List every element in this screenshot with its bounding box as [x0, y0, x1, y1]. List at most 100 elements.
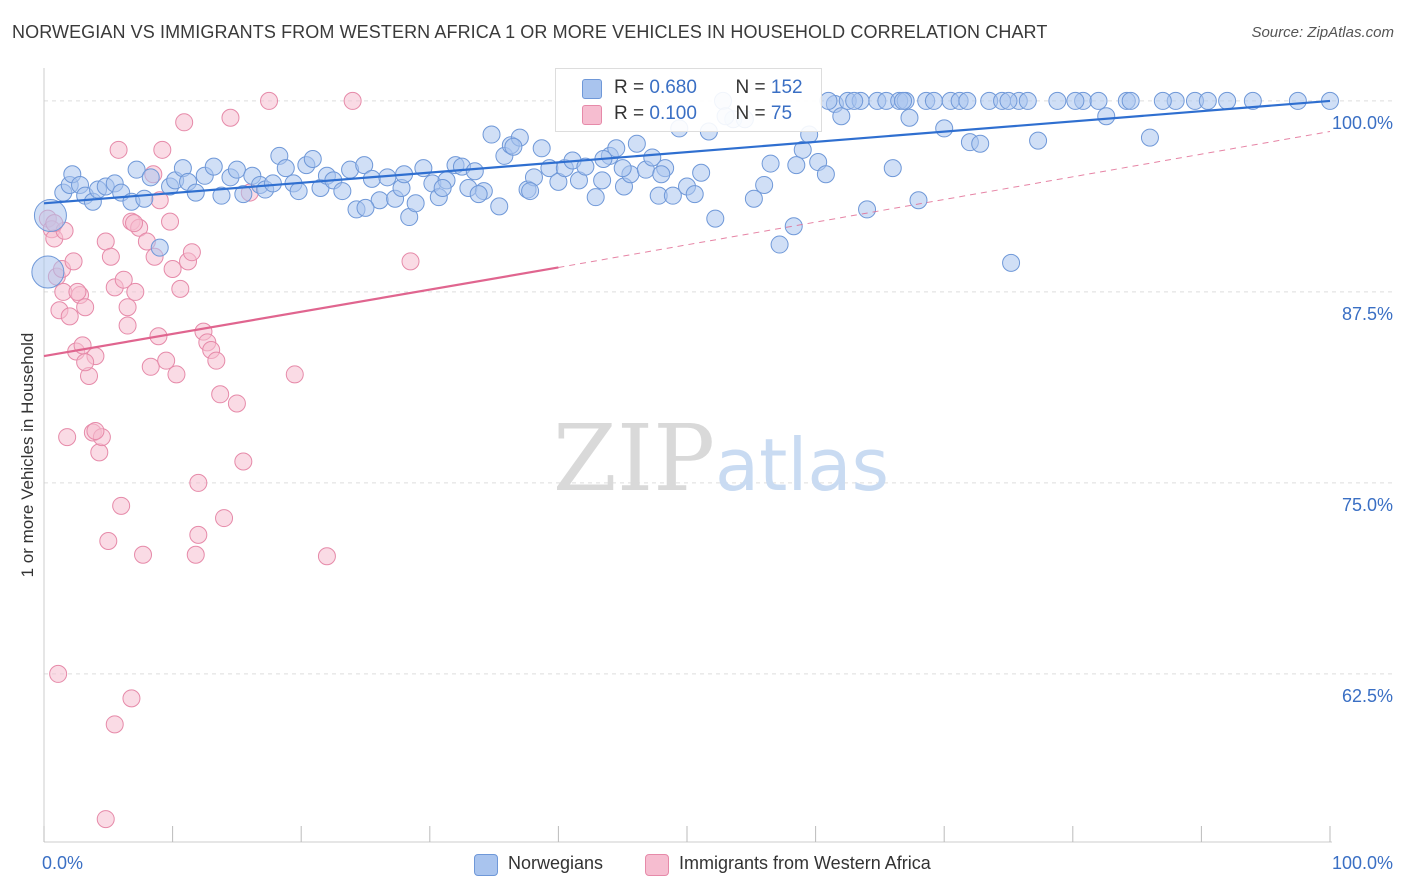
- data-point-immigrants: [260, 91, 279, 110]
- data-point-norwegians: [971, 134, 990, 153]
- data-point-immigrants: [105, 715, 124, 734]
- data-point-norwegians: [643, 148, 662, 167]
- data-point-norwegians: [212, 186, 231, 205]
- data-point-immigrants: [122, 689, 141, 708]
- data-point-norwegians: [663, 186, 682, 205]
- data-point-norwegians: [333, 182, 352, 201]
- y-tick-label: 75.0%: [1342, 495, 1393, 515]
- data-point-immigrants: [76, 353, 95, 372]
- y-tick-label: 62.5%: [1342, 686, 1393, 706]
- data-point-norwegians: [150, 238, 169, 257]
- data-point-norwegians: [204, 157, 223, 176]
- data-point-immigrants: [114, 270, 133, 289]
- data-point-norwegians: [355, 156, 374, 175]
- data-point-norwegians: [1243, 91, 1262, 110]
- data-point-norwegians: [958, 91, 977, 110]
- data-point-norwegians: [1048, 91, 1067, 110]
- legend-r-value: 0.680: [649, 77, 697, 98]
- data-point-norwegians: [469, 185, 488, 204]
- data-point-immigrants: [285, 365, 304, 384]
- data-point-immigrants: [234, 452, 253, 471]
- source-label: Source: ZipAtlas.com: [1251, 24, 1394, 41]
- data-point-immigrants: [189, 525, 208, 544]
- legend-swatch-norwegians: [474, 854, 498, 876]
- data-point-norwegians: [504, 137, 523, 156]
- data-point-immigrants: [96, 232, 115, 251]
- stats-legend: R = 0.680 N = 152 R = 0.100 N = 75: [555, 68, 822, 132]
- data-point-immigrants: [163, 260, 182, 278]
- data-point-norwegians: [227, 160, 246, 179]
- data-point-immigrants: [49, 664, 68, 683]
- legend-r-value: 0.100: [649, 103, 697, 124]
- data-point-norwegians: [924, 91, 943, 110]
- trend-line-immigrants: [43, 266, 559, 358]
- data-point-immigrants: [141, 357, 160, 376]
- data-point-norwegians: [433, 179, 452, 198]
- data-point-norwegians: [135, 189, 154, 208]
- data-point-norwegians: [883, 159, 902, 178]
- data-point-immigrants: [167, 365, 186, 384]
- data-point-immigrants: [153, 140, 172, 159]
- watermark: ZIP atlas: [553, 405, 889, 512]
- data-point-norwegians: [935, 119, 954, 138]
- data-point-norwegians: [234, 185, 253, 204]
- data-point-immigrants: [221, 108, 240, 127]
- data-point-immigrants: [186, 545, 205, 564]
- data-point-norwegians: [1029, 131, 1048, 150]
- legend-label-norwegians: Norwegians: [508, 853, 604, 873]
- x-tick-label: 100.0%: [1332, 853, 1393, 873]
- tick-labels: 100.0% 87.5% 75.0% 62.5% 0.0% 100.0%: [42, 113, 1393, 873]
- data-point-norwegians: [761, 154, 780, 173]
- data-point-norwegians: [845, 91, 864, 110]
- data-point-norwegians: [900, 108, 919, 127]
- legend-swatch-immigrants: [645, 854, 669, 876]
- data-point-immigrants: [109, 140, 128, 159]
- data-point-norwegians: [770, 235, 789, 254]
- y-axis-label: 1 or more Vehicles in Household: [18, 332, 37, 578]
- data-point-immigrants: [207, 351, 226, 370]
- data-point-norwegians: [303, 149, 322, 168]
- data-point-immigrants: [343, 91, 362, 110]
- data-point-immigrants: [317, 547, 336, 566]
- data-point-immigrants: [101, 247, 120, 266]
- series-legend: Norwegians Immigrants from Western Afric…: [0, 852, 1406, 878]
- data-point-norwegians: [685, 185, 704, 204]
- data-point-norwegians: [858, 200, 877, 219]
- legend-label-immigrants: Immigrants from Western Africa: [679, 853, 931, 873]
- x-tick-label: 0.0%: [42, 853, 83, 873]
- data-point-norwegians: [521, 182, 540, 201]
- data-point-norwegians: [1218, 91, 1237, 110]
- data-point-immigrants: [112, 496, 131, 515]
- data-point-norwegians: [263, 174, 282, 193]
- data-point-norwegians: [652, 165, 671, 184]
- data-point-norwegians: [793, 140, 812, 159]
- data-point-norwegians: [31, 255, 65, 289]
- data-point-norwegians: [465, 162, 484, 181]
- data-point-norwegians: [406, 194, 425, 213]
- data-point-norwegians: [1089, 91, 1108, 110]
- legend-swatch-blue: [582, 79, 602, 99]
- y-tick-label: 100.0%: [1332, 113, 1393, 133]
- data-point-norwegians: [362, 169, 381, 188]
- data-point-norwegians: [819, 91, 838, 110]
- data-point-immigrants: [90, 443, 109, 462]
- data-point-norwegians: [1153, 91, 1172, 110]
- data-point-immigrants: [99, 531, 118, 550]
- data-point-norwegians: [1018, 91, 1037, 110]
- data-point-norwegians: [490, 197, 509, 216]
- data-point-norwegians: [1002, 253, 1021, 272]
- data-point-norwegians: [141, 168, 160, 187]
- data-point-norwegians: [787, 156, 806, 175]
- data-point-norwegians: [1121, 91, 1140, 110]
- data-point-immigrants: [58, 428, 77, 447]
- data-point-norwegians: [482, 125, 501, 144]
- data-point-norwegians: [999, 91, 1018, 110]
- legend-n-value: 75: [770, 103, 793, 124]
- data-point-norwegians: [755, 175, 774, 194]
- data-point-norwegians: [1097, 107, 1116, 126]
- data-point-norwegians: [909, 191, 928, 210]
- data-point-norwegians: [832, 107, 851, 126]
- data-point-immigrants: [182, 243, 201, 262]
- data-point-norwegians: [627, 134, 646, 153]
